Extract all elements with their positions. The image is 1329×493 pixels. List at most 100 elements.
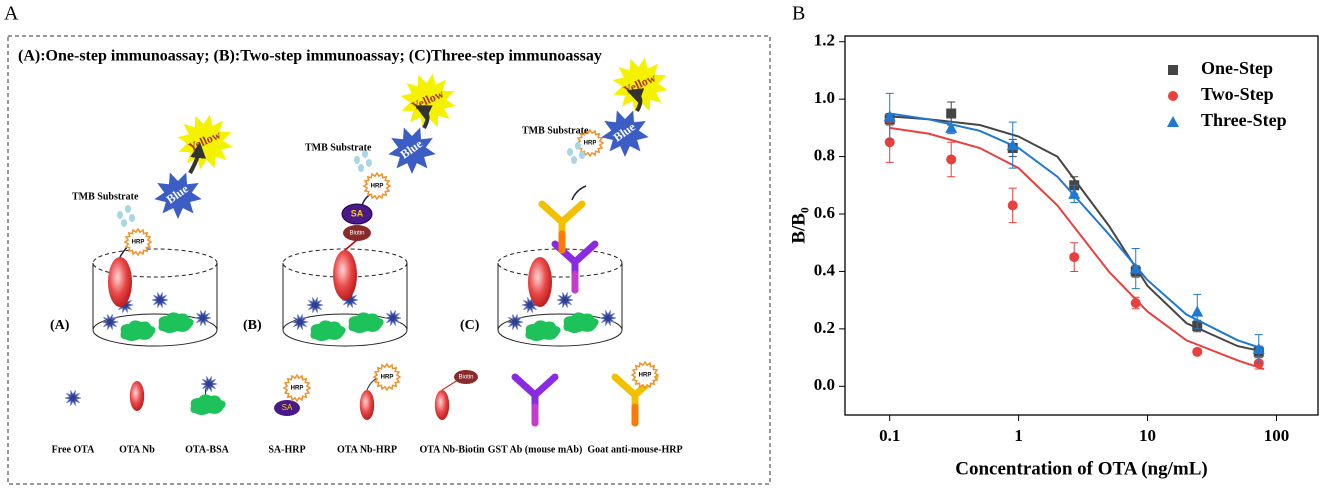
substrate-drop: [567, 148, 573, 156]
y-tick-label: 0.2: [814, 318, 835, 337]
ota-bsa: [525, 320, 561, 341]
x-tick-label: 0.1: [879, 426, 900, 445]
y-tick-label: 1.0: [814, 88, 835, 107]
legend-label: One-Step: [1201, 58, 1273, 78]
panel-label: A: [4, 3, 19, 25]
biotin: [343, 225, 371, 241]
biotin-label: Biotin: [349, 231, 364, 237]
substrate-drop: [117, 211, 123, 219]
free-ota: [306, 297, 324, 313]
blue-product: [388, 127, 436, 175]
tmb-label: TMB Substrate: [522, 125, 589, 136]
biotin-label: Biotin: [458, 375, 473, 381]
well-side: [497, 263, 623, 330]
free-ota: [200, 376, 218, 392]
marker: [1129, 262, 1142, 274]
marker: [1006, 139, 1019, 151]
ota-nb: [434, 390, 450, 420]
ota-nb: [333, 250, 357, 300]
ota-bsa: [563, 312, 599, 333]
substrate-drop: [125, 205, 131, 213]
sa: [341, 203, 373, 225]
panel-label: B: [792, 3, 805, 25]
substrate-drop: [579, 151, 585, 159]
hrp-enzyme: [282, 373, 312, 403]
ota-nb: [359, 390, 375, 420]
substrate-drop: [358, 164, 364, 172]
well-bottom: [282, 313, 408, 347]
arrow: [414, 105, 433, 129]
yellow-product: [612, 57, 668, 113]
marker: [1068, 187, 1081, 199]
well-side: [92, 263, 218, 330]
diagram-title: (A):One-step immunoassay; (B):Two-step i…: [18, 48, 602, 65]
legend-label: Free OTA: [52, 444, 95, 455]
free-ota: [341, 292, 359, 308]
x-tick-label: 1: [1014, 426, 1023, 445]
marker: [1191, 305, 1204, 317]
blue-product: [154, 172, 202, 220]
fit-curve: [889, 115, 1265, 353]
sa: [274, 400, 300, 416]
linker: [344, 239, 358, 251]
panel-sublabel: (A): [50, 318, 70, 333]
y-tick-label: 1.2: [814, 31, 835, 50]
substrate-drop: [362, 150, 368, 158]
ota-bsa: [310, 320, 346, 341]
well-bottom: [497, 313, 623, 347]
free-ota: [384, 310, 402, 326]
well-bottom: [92, 313, 218, 347]
substrate-drop: [366, 159, 372, 167]
sa-label: SA: [351, 208, 364, 218]
biotin: [454, 370, 478, 384]
free-ota: [291, 314, 309, 330]
tmb-label: TMB Substrate: [72, 191, 139, 202]
hrp-label: HRP: [132, 240, 145, 246]
marker: [1167, 116, 1179, 127]
ota-bsa: [348, 312, 384, 333]
y-tick-label: 0.0: [814, 375, 835, 394]
ota-bsa: [190, 394, 226, 415]
hrp-label: HRP: [291, 386, 304, 392]
substrate-drop: [571, 156, 577, 164]
marker: [1252, 342, 1265, 354]
x-tick-label: 100: [1264, 426, 1290, 445]
hrp-enzyme: [123, 227, 153, 257]
hrp-enzyme: [362, 171, 392, 201]
y-tick-label: 0.4: [814, 260, 836, 279]
hrp-label: HRP: [639, 373, 652, 379]
arrow: [626, 88, 645, 112]
tmb-label: TMB Substrate: [305, 142, 372, 153]
linker: [571, 185, 587, 201]
legend-label: OTA Nb-HRP: [337, 444, 397, 455]
hrp-label: HRP: [381, 375, 394, 381]
legend-label: Three-Step: [1201, 110, 1287, 130]
marker: [1168, 65, 1178, 75]
marker: [1192, 346, 1203, 357]
y-tick-label: 0.6: [814, 203, 835, 222]
free-ota: [194, 310, 212, 326]
marker: [945, 121, 958, 133]
panel-sublabel: (C): [460, 318, 480, 333]
ota-bsa: [120, 320, 156, 341]
free-ota: [64, 390, 82, 406]
free-ota: [151, 292, 169, 308]
marker: [1069, 252, 1080, 263]
blue-product: [601, 110, 649, 158]
well-top: [92, 248, 218, 278]
marker: [1130, 298, 1141, 309]
hrp-label: HRP: [584, 141, 597, 147]
yellow-product: [400, 73, 456, 129]
x-tick-label: 10: [1139, 426, 1156, 445]
plot-frame: [844, 35, 1319, 416]
free-ota: [506, 314, 524, 330]
free-ota: [599, 310, 617, 326]
substrate-drop: [121, 219, 127, 227]
substrate-drop: [129, 214, 135, 222]
legend-label: OTA Nb-Biotin: [419, 444, 485, 455]
hrp-enzyme: [630, 360, 660, 390]
ota-nb: [129, 381, 145, 411]
hrp-label: HRP: [371, 184, 384, 190]
legend-label: SA-HRP: [268, 444, 305, 455]
